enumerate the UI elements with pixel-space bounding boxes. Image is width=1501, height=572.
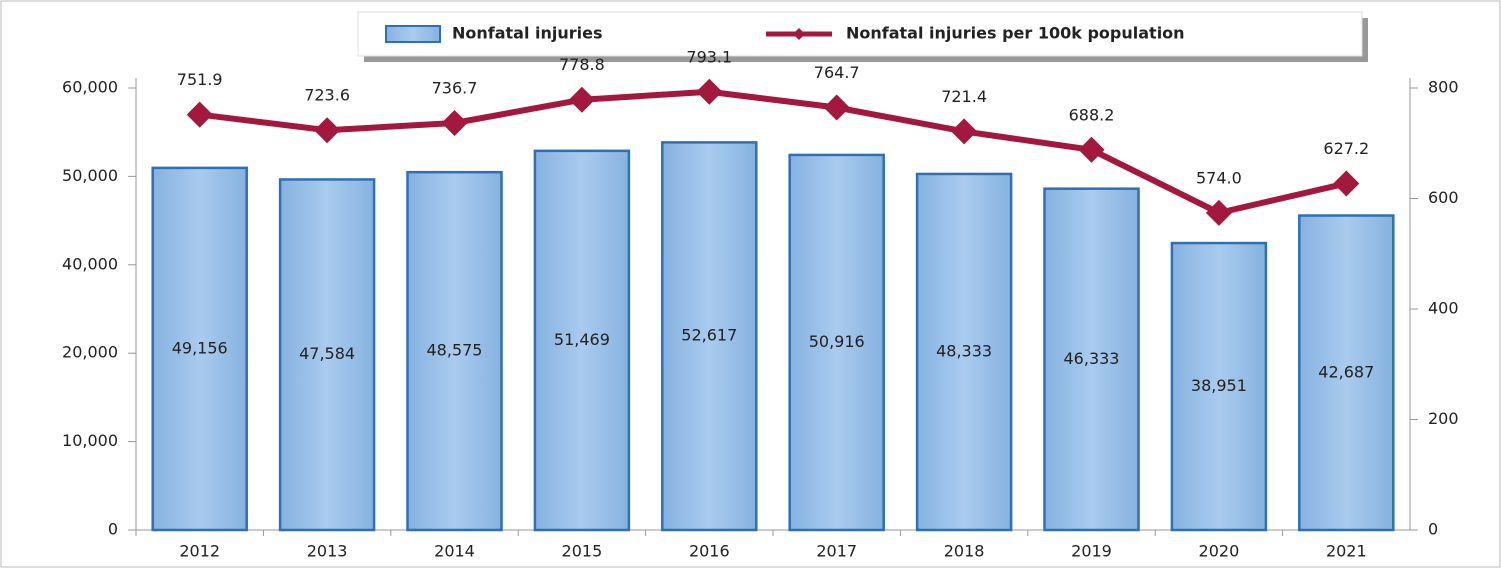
line-value-label: 736.7: [432, 78, 478, 97]
y-tick-label: 40,000: [62, 254, 118, 273]
y2-tick-label: 400: [1428, 299, 1459, 318]
line-value-label: 721.4: [941, 87, 987, 106]
line-marker: [951, 118, 978, 145]
bar-value-label: 42,687: [1318, 362, 1374, 381]
bar-value-label: 50,916: [809, 332, 865, 351]
bar-value-label: 38,951: [1191, 376, 1247, 395]
x-tick-label: 2018: [944, 542, 985, 561]
x-tick-label: 2012: [179, 542, 220, 561]
line-value-label: 764.7: [814, 63, 860, 82]
legend-label: Nonfatal injuries per 100k population: [846, 24, 1185, 43]
y-tick-label: 10,000: [62, 431, 118, 450]
legend-swatch: [385, 25, 441, 43]
y2-tick-label: 0: [1428, 520, 1438, 539]
bar: [533, 149, 631, 532]
line-marker: [696, 78, 723, 105]
line-value-label: 778.8: [559, 55, 605, 74]
legend-box: [357, 11, 1363, 57]
y-tick-label: 0: [108, 520, 118, 539]
legend-label: Nonfatal injuries: [452, 24, 603, 43]
bar: [1043, 187, 1140, 532]
line-value-label: 688.2: [1069, 105, 1115, 124]
bar-value-label: 52,617: [681, 326, 737, 345]
bar: [915, 172, 1013, 532]
line-marker: [1333, 170, 1360, 197]
bar: [661, 141, 758, 532]
line-value-label: 751.9: [177, 70, 223, 89]
line-marker: [568, 86, 595, 113]
bar: [788, 153, 885, 532]
y2-tick-label: 800: [1428, 78, 1459, 97]
x-tick-label: 2017: [816, 542, 857, 561]
bar-value-label: 46,333: [1064, 349, 1120, 368]
x-tick-label: 2015: [562, 542, 603, 561]
bar: [1298, 214, 1395, 532]
x-tick-label: 2014: [434, 542, 475, 561]
line-value-label: 574.0: [1196, 168, 1242, 187]
bar: [1170, 241, 1268, 532]
x-tick-label: 2013: [307, 542, 348, 561]
bar-value-label: 49,156: [172, 338, 228, 357]
x-tick-label: 2016: [689, 542, 730, 561]
legend-marker: [793, 28, 805, 40]
bar-value-label: 48,575: [427, 341, 483, 360]
line: [199, 88, 1347, 217]
bar-value-label: 47,584: [299, 344, 355, 363]
line-marker: [823, 94, 850, 121]
x-tick-label: 2020: [1199, 542, 1240, 561]
bar: [406, 170, 503, 532]
x-tick-label: 2019: [1071, 542, 1112, 561]
y-tick-label: 20,000: [62, 343, 118, 362]
y2-tick-label: 600: [1428, 188, 1459, 207]
line-value-label: 793.1: [686, 47, 732, 66]
line-marker: [1205, 199, 1232, 226]
y-tick-label: 60,000: [62, 78, 118, 97]
bar-value-label: 48,333: [936, 341, 992, 360]
line-value-label: 723.6: [304, 86, 350, 105]
y2-tick-label: 200: [1428, 409, 1459, 428]
line-marker: [186, 101, 213, 128]
line-marker: [1078, 136, 1105, 163]
bar: [278, 178, 376, 532]
bar: [151, 166, 248, 532]
line-marker: [314, 117, 341, 144]
bar-value-label: 51,469: [554, 330, 610, 349]
x-tick-label: 2021: [1326, 542, 1367, 561]
line-marker: [441, 109, 468, 136]
y-tick-label: 50,000: [62, 166, 118, 185]
line-value-label: 627.2: [1323, 139, 1369, 158]
